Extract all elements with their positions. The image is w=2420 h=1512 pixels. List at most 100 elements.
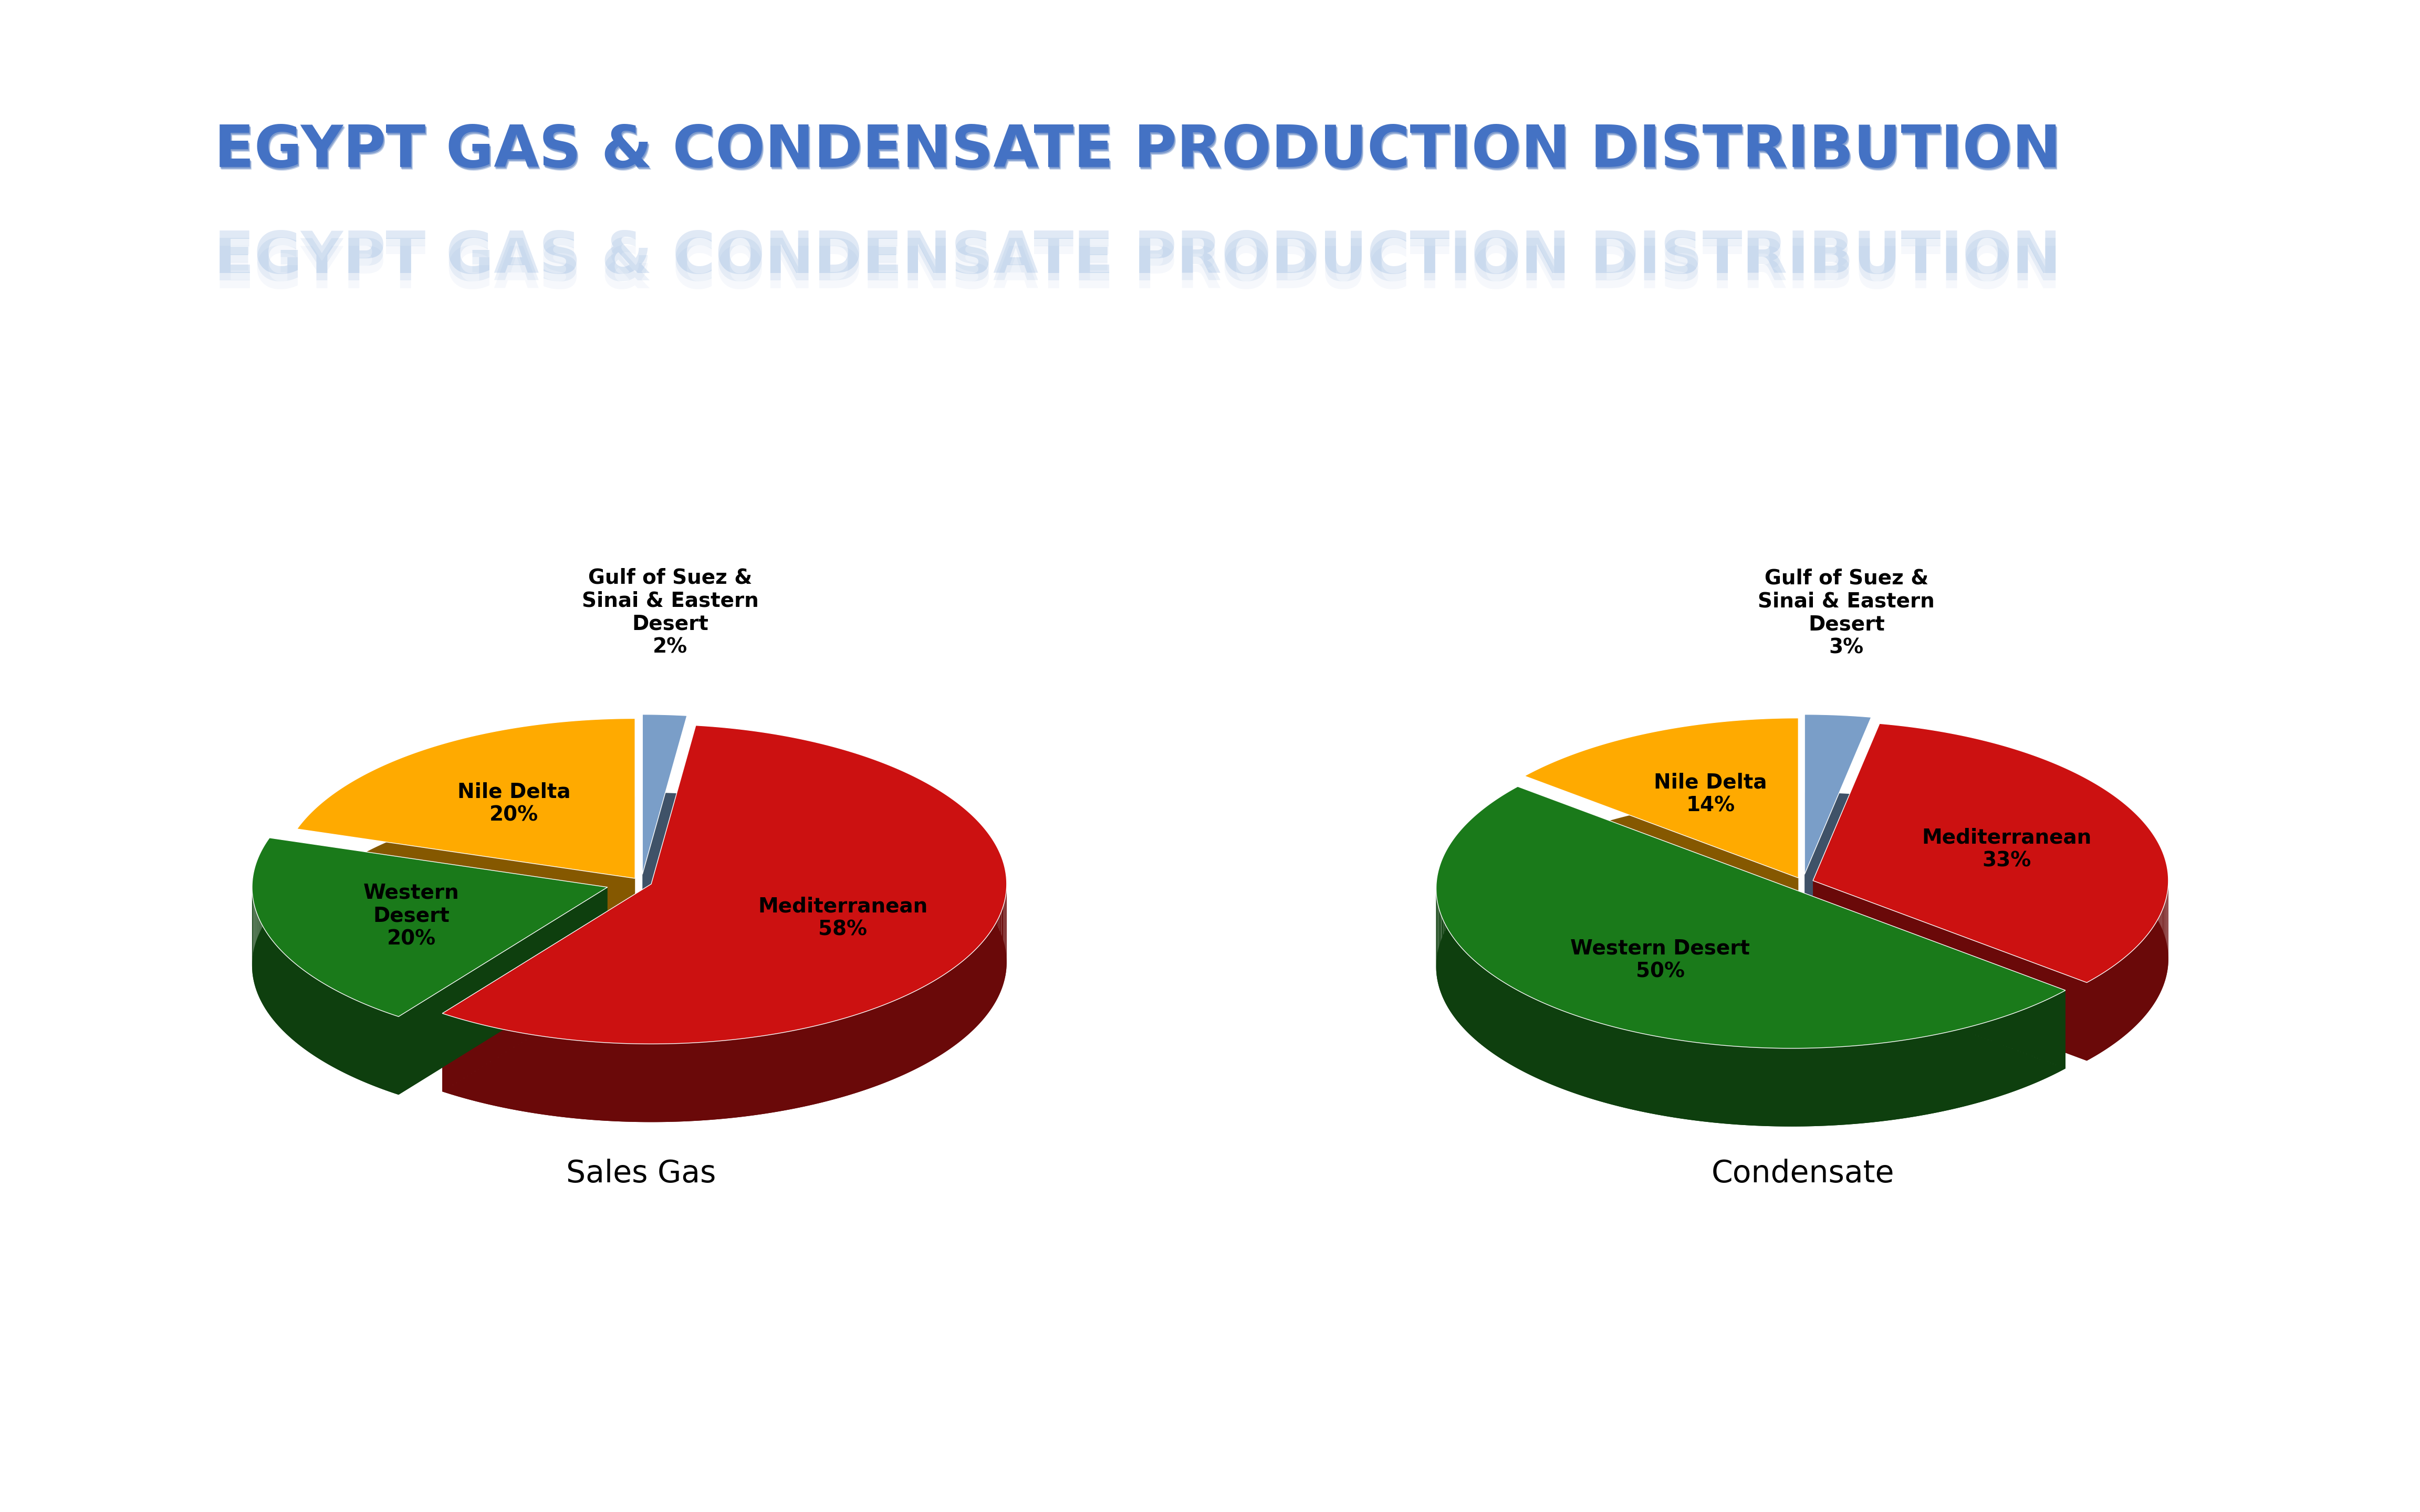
Polygon shape [1563, 1012, 1566, 1090]
Polygon shape [1568, 1013, 1573, 1092]
Polygon shape [1948, 1031, 1953, 1110]
Polygon shape [702, 1042, 704, 1120]
Polygon shape [1646, 1034, 1648, 1113]
Polygon shape [641, 1043, 644, 1122]
Polygon shape [944, 974, 946, 1052]
Text: Western Desert
50%: Western Desert 50% [1571, 939, 1750, 981]
Polygon shape [1771, 1048, 1776, 1126]
Polygon shape [1672, 1039, 1677, 1117]
Polygon shape [816, 1025, 820, 1104]
Polygon shape [2004, 1016, 2006, 1095]
Polygon shape [2018, 1010, 2021, 1090]
Polygon shape [675, 1043, 680, 1122]
Polygon shape [2055, 995, 2057, 1074]
Polygon shape [1750, 1048, 1752, 1125]
Polygon shape [1534, 998, 1537, 1078]
Polygon shape [1573, 1015, 1575, 1093]
Polygon shape [1972, 1025, 1975, 1104]
Polygon shape [753, 1037, 755, 1116]
Polygon shape [649, 1043, 653, 1122]
Polygon shape [1827, 1048, 1832, 1125]
Polygon shape [506, 1030, 511, 1108]
Polygon shape [2038, 1002, 2040, 1083]
Polygon shape [1600, 1024, 1602, 1102]
Polygon shape [1813, 801, 2168, 1061]
Polygon shape [1938, 1033, 1943, 1111]
Polygon shape [1653, 1036, 1655, 1114]
Polygon shape [445, 1015, 450, 1093]
Polygon shape [891, 1001, 893, 1081]
Polygon shape [1997, 1018, 2001, 1098]
Polygon shape [1699, 1043, 1701, 1122]
Polygon shape [1730, 1046, 1735, 1125]
Polygon shape [1805, 1048, 1810, 1126]
Polygon shape [499, 1028, 501, 1107]
Text: EGYPT GAS & CONDENSATE PRODUCTION DISTRIBUTION: EGYPT GAS & CONDENSATE PRODUCTION DISTRI… [213, 122, 2062, 180]
Polygon shape [1435, 786, 2064, 1048]
Polygon shape [748, 1037, 753, 1116]
Polygon shape [298, 797, 634, 957]
Text: Nile Delta
14%: Nile Delta 14% [1653, 773, 1767, 815]
Polygon shape [721, 1040, 726, 1119]
Polygon shape [2035, 1004, 2038, 1083]
Polygon shape [622, 1043, 627, 1122]
Text: Condensate: Condensate [1711, 1158, 1895, 1188]
Polygon shape [1764, 1048, 1769, 1126]
Polygon shape [1820, 1048, 1825, 1126]
Polygon shape [1713, 1045, 1716, 1123]
Polygon shape [627, 1043, 632, 1122]
Polygon shape [714, 1042, 719, 1119]
Polygon shape [1525, 797, 1798, 956]
Polygon shape [796, 1030, 801, 1108]
Polygon shape [1609, 1025, 1612, 1105]
Polygon shape [801, 1028, 803, 1107]
Polygon shape [709, 1042, 714, 1120]
Polygon shape [1854, 1045, 1859, 1123]
Polygon shape [593, 1042, 598, 1120]
Polygon shape [883, 1004, 886, 1083]
Text: Western
Desert
20%: Western Desert 20% [363, 883, 460, 950]
Polygon shape [1706, 1043, 1709, 1122]
Polygon shape [1793, 1048, 1798, 1126]
Polygon shape [1897, 1040, 1900, 1119]
Text: EGYPT GAS & CONDENSATE PRODUCTION DISTRIBUTION: EGYPT GAS & CONDENSATE PRODUCTION DISTRI… [213, 236, 2062, 293]
Polygon shape [1980, 1024, 1982, 1102]
Polygon shape [1953, 1030, 1955, 1110]
Polygon shape [581, 1040, 583, 1119]
Polygon shape [915, 990, 917, 1069]
Polygon shape [661, 1043, 666, 1122]
Polygon shape [479, 1024, 482, 1102]
Polygon shape [566, 1039, 571, 1117]
Polygon shape [1861, 1045, 1866, 1123]
Polygon shape [482, 1025, 486, 1104]
Polygon shape [837, 1019, 842, 1098]
Polygon shape [1803, 1048, 1805, 1126]
Polygon shape [1590, 1021, 1592, 1099]
Polygon shape [1631, 1031, 1636, 1110]
Polygon shape [1970, 1027, 1972, 1105]
Polygon shape [1742, 1046, 1745, 1125]
Polygon shape [491, 1027, 494, 1105]
Polygon shape [1648, 1034, 1653, 1114]
Polygon shape [803, 1028, 808, 1107]
Polygon shape [474, 1024, 479, 1102]
Polygon shape [866, 1010, 871, 1089]
Polygon shape [772, 1034, 777, 1113]
Polygon shape [641, 714, 687, 874]
Polygon shape [849, 1016, 852, 1095]
Polygon shape [2006, 1015, 2009, 1095]
Polygon shape [1888, 1042, 1890, 1120]
Polygon shape [1629, 1031, 1631, 1110]
Polygon shape [2009, 1013, 2011, 1093]
Polygon shape [1805, 792, 1871, 953]
Polygon shape [765, 1036, 767, 1114]
Polygon shape [1762, 1048, 1764, 1126]
Polygon shape [1575, 1015, 1578, 1095]
Polygon shape [893, 999, 895, 1080]
Polygon shape [523, 1033, 525, 1111]
Text: Mediterranean
33%: Mediterranean 33% [1921, 827, 2091, 871]
Polygon shape [808, 1027, 811, 1105]
Polygon shape [1784, 1048, 1786, 1126]
Polygon shape [1670, 1039, 1672, 1117]
Polygon shape [443, 803, 1007, 1122]
